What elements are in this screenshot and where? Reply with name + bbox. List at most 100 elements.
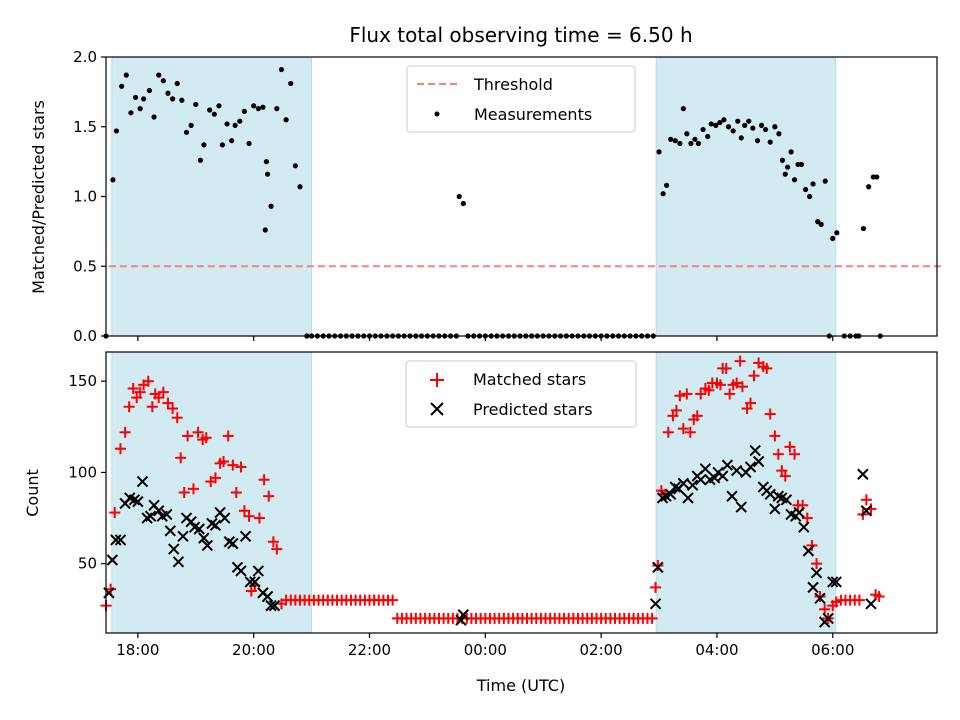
measurement-point (113, 128, 120, 134)
predicted-star-point (110, 534, 122, 546)
measurement-point (782, 171, 788, 177)
matched-star-point (650, 581, 662, 593)
matched-star-point (764, 408, 776, 420)
measurement-point (197, 157, 203, 163)
predicted-star-point (686, 479, 699, 491)
matched-star-point (171, 412, 183, 424)
bottom-xtick-label: 22:00 (348, 641, 391, 659)
matched-star-point (731, 377, 743, 389)
bottom-legend: Matched stars Predicted stars (405, 360, 637, 428)
top-shaded-region (111, 56, 313, 337)
predicted-star-point (652, 561, 664, 574)
matched-star-point (819, 603, 831, 615)
predicted-star-point (735, 501, 747, 513)
matched-star-point (253, 512, 265, 524)
predicted-star-point (457, 609, 470, 621)
measurement-point (815, 219, 821, 225)
measurement-point (746, 118, 752, 124)
measurement-point (292, 163, 298, 169)
predicted-star-point (802, 545, 815, 557)
predicted-legend-marker (430, 402, 444, 416)
predicted-star-point (244, 576, 256, 588)
measurement-point (767, 139, 773, 145)
bottom-panel: 50 100 150 18:00 20:00 22:00 00:00 02:00 04:00 0… (23, 351, 938, 695)
matched-star-point (860, 494, 872, 506)
measurement-point (818, 221, 824, 227)
matched-star-point (806, 539, 818, 551)
predicted-legend-label: Predicted stars (473, 400, 593, 419)
predicted-star-point (752, 455, 765, 468)
bottom-ytick-label: 50 (78, 555, 97, 573)
matched-star-point (684, 426, 696, 438)
bottom-axes-frame (105, 351, 938, 634)
predicted-star-point (219, 512, 231, 524)
predicted-star-point (114, 534, 127, 546)
measurement-point (684, 131, 690, 137)
matched-star-point (258, 474, 270, 486)
matched-star-point (677, 423, 689, 435)
measurement-point (660, 191, 666, 197)
predicted-star-point (261, 590, 274, 603)
measurement-point (241, 108, 248, 115)
matched-star-point (670, 404, 682, 416)
matched-star-point (736, 381, 748, 393)
predicted-star-point (106, 554, 119, 566)
predicted-star-point (132, 495, 144, 508)
matched-star-point (748, 370, 760, 382)
measurement-point (128, 110, 134, 116)
measurement-point (165, 90, 171, 96)
threshold-legend-label: Threshold (473, 75, 553, 94)
matched-star-point (187, 483, 199, 495)
matched-star-point (745, 397, 757, 409)
matched-star-point (157, 386, 169, 398)
measurement-point (137, 106, 143, 112)
measurement-point (151, 114, 157, 120)
predicted-star-point (649, 598, 662, 610)
predicted-star-point (822, 612, 834, 625)
matched-star-point (724, 388, 736, 400)
x-axis-label: Time (UTC) (476, 676, 565, 695)
measurement-point (193, 101, 199, 108)
measurement-point (169, 96, 176, 102)
measurement-point (672, 138, 678, 144)
matched-star-point (178, 487, 190, 498)
predicted-star-point (268, 599, 281, 612)
predicted-star-point (721, 459, 734, 471)
matched-star-point (779, 470, 791, 482)
matched-star-point (142, 375, 154, 387)
measurement-point (288, 80, 294, 87)
matched-star-point (703, 384, 715, 396)
matched-star-point (761, 362, 773, 374)
bottom-xtick-label: 02:00 (580, 641, 623, 659)
measurement-point (866, 184, 872, 190)
matched-star-point (734, 355, 746, 367)
matched-star-point (853, 594, 865, 606)
predicted-star-point (749, 444, 761, 457)
matched-star-point (784, 441, 796, 453)
top-y-axis-label: Matched/Predicted stars (29, 100, 48, 294)
predicted-star-point (695, 474, 707, 486)
predicted-star-point (198, 532, 210, 544)
bottom-xtick-label: 06:00 (811, 641, 854, 659)
matched-star-point (681, 388, 693, 400)
measurement-point (216, 103, 222, 109)
measurement-point (456, 193, 462, 200)
measurement-point (758, 122, 765, 128)
bottom-xtick-label: 04:00 (695, 641, 738, 659)
matched-star-point (646, 612, 658, 624)
measurement-point (297, 184, 303, 190)
matched-star-point (200, 432, 212, 444)
predicted-star-point (201, 539, 214, 552)
measurement-point (260, 104, 266, 110)
measurement-point (738, 135, 744, 141)
matched-star-point (235, 461, 247, 473)
bottom-shaded-region (111, 351, 313, 634)
bottom-y-axis-label: Count (23, 469, 42, 517)
matched-star-point (652, 559, 664, 571)
predicted-star-point (161, 508, 173, 521)
predicted-star-point (726, 490, 738, 502)
measurement-point (834, 230, 840, 236)
measurement-point (806, 193, 813, 200)
measurement-point (668, 136, 674, 142)
measurement-point (791, 177, 798, 183)
